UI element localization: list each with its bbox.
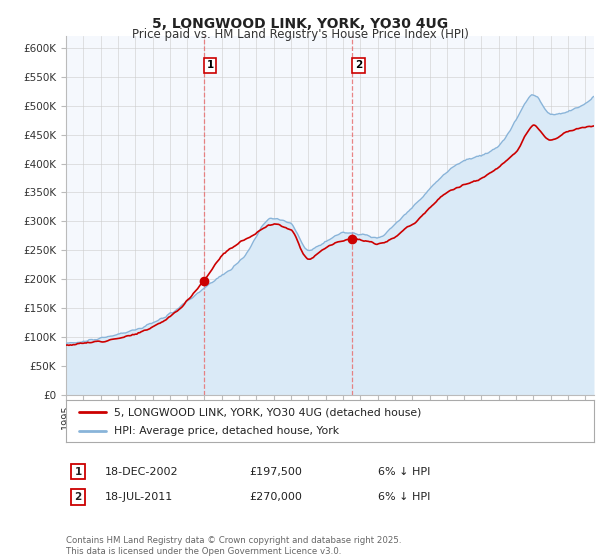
Text: 2: 2	[355, 60, 362, 71]
Text: £270,000: £270,000	[249, 492, 302, 502]
Text: Price paid vs. HM Land Registry's House Price Index (HPI): Price paid vs. HM Land Registry's House …	[131, 28, 469, 41]
Text: 6% ↓ HPI: 6% ↓ HPI	[378, 466, 430, 477]
Text: 5, LONGWOOD LINK, YORK, YO30 4UG: 5, LONGWOOD LINK, YORK, YO30 4UG	[152, 17, 448, 31]
Text: 18-DEC-2002: 18-DEC-2002	[105, 466, 179, 477]
Text: 18-JUL-2011: 18-JUL-2011	[105, 492, 173, 502]
Text: Contains HM Land Registry data © Crown copyright and database right 2025.
This d: Contains HM Land Registry data © Crown c…	[66, 536, 401, 556]
Text: HPI: Average price, detached house, York: HPI: Average price, detached house, York	[113, 426, 338, 436]
Text: 1: 1	[206, 60, 214, 71]
Text: 1: 1	[74, 466, 82, 477]
Text: £197,500: £197,500	[249, 466, 302, 477]
Text: 2: 2	[74, 492, 82, 502]
Text: 5, LONGWOOD LINK, YORK, YO30 4UG (detached house): 5, LONGWOOD LINK, YORK, YO30 4UG (detach…	[113, 407, 421, 417]
Text: 6% ↓ HPI: 6% ↓ HPI	[378, 492, 430, 502]
